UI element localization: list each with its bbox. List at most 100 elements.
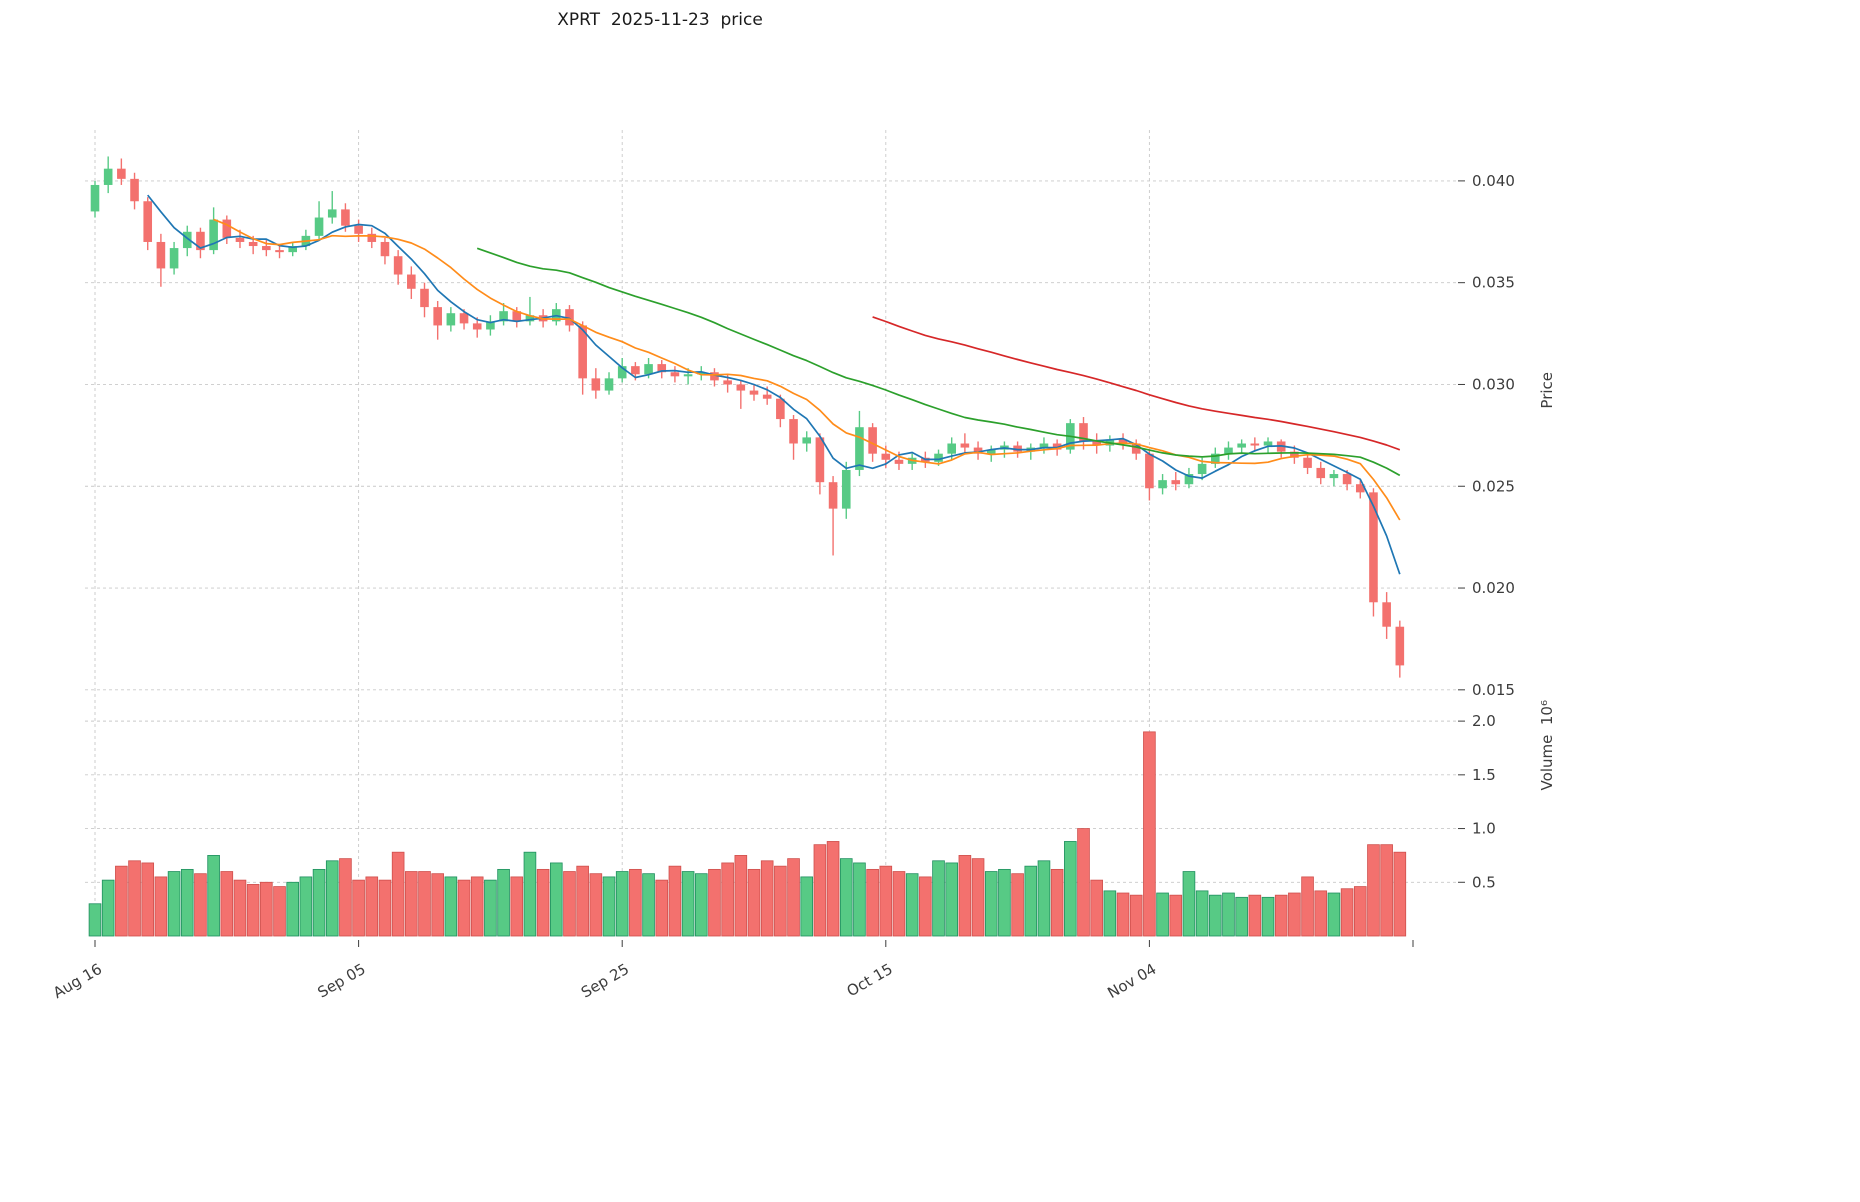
candle-body — [670, 372, 680, 377]
candle-body — [472, 323, 482, 330]
candle-body — [828, 482, 838, 509]
volume-bar — [734, 855, 748, 937]
price-tick-label: 0.015 — [1472, 681, 1515, 699]
candle-body — [960, 443, 970, 448]
volume-bar — [681, 871, 695, 937]
volume-bar — [774, 865, 787, 937]
x-tick-label: Sep 25 — [578, 960, 632, 1002]
volume-bar — [1182, 871, 1196, 937]
volume-bar — [194, 873, 207, 937]
volume-bar — [629, 868, 642, 937]
candle-body — [565, 309, 574, 326]
volume-bar — [747, 868, 761, 937]
ma-line-sma5 — [147, 194, 1401, 575]
candle-body — [617, 366, 627, 379]
volume-bar — [510, 876, 524, 937]
volume-bar — [550, 862, 563, 937]
x-axis: Aug 16 Sep 05 Sep 25 Oct 15 Nov 04 — [50, 940, 1414, 1002]
volume-bar — [958, 855, 972, 937]
volume-bar — [1353, 886, 1367, 937]
candle-body — [723, 380, 732, 385]
volume-bar — [497, 868, 510, 937]
candle-body — [657, 364, 667, 373]
volume-bar — [1090, 879, 1103, 937]
volume-bar — [1011, 873, 1024, 937]
volume-bar — [998, 868, 1011, 937]
volume-bar — [1143, 731, 1156, 937]
volume-bar — [233, 879, 247, 937]
candle-body — [591, 378, 601, 391]
candle-body — [1197, 463, 1207, 475]
volume-bar — [1314, 890, 1328, 937]
candle-body — [1329, 474, 1339, 479]
volume-bar — [431, 873, 444, 937]
candles — [90, 156, 1405, 678]
price-tick-label: 0.040 — [1472, 172, 1515, 190]
candle-body — [156, 241, 166, 269]
volume-bar — [115, 865, 128, 937]
volume-bar — [1037, 860, 1051, 937]
candle-body — [499, 311, 508, 322]
candle-body — [1250, 443, 1260, 446]
volume-bar — [945, 862, 958, 937]
volume-bar — [892, 871, 906, 937]
candle-body — [143, 201, 153, 242]
candle-body — [947, 443, 956, 454]
volume-bar — [418, 871, 431, 937]
volume-bar — [615, 871, 629, 937]
volume-bar — [642, 873, 655, 937]
candle-body — [512, 311, 522, 322]
candle-body — [248, 241, 258, 247]
candle-body — [288, 246, 297, 253]
candle-body — [446, 313, 456, 326]
candle-body — [683, 374, 693, 377]
volume-bar — [721, 862, 734, 937]
volume-bar — [1195, 890, 1209, 937]
volume-bar — [602, 876, 616, 937]
candle-body — [354, 225, 363, 234]
candle-body — [459, 313, 469, 324]
volume-bar — [1116, 892, 1130, 937]
volume-bar — [444, 876, 458, 937]
price-tick-label: 0.020 — [1472, 579, 1515, 597]
x-tick-label: Oct 15 — [844, 960, 896, 1000]
candle-body — [1092, 441, 1101, 446]
volume-bar — [879, 865, 893, 937]
candle-body — [986, 449, 996, 454]
candle-body — [1237, 443, 1246, 448]
volume-bar — [154, 876, 168, 937]
volume-bar — [826, 841, 840, 937]
volume-bar — [286, 881, 299, 937]
volume-bar — [1024, 865, 1038, 937]
volume-tick-label: 2.0 — [1472, 712, 1496, 730]
candle-body — [1013, 445, 1022, 452]
ma-line-sma60 — [872, 316, 1401, 451]
candle-body — [525, 315, 535, 322]
volume-bar — [839, 858, 853, 937]
volume-bar — [1169, 894, 1183, 937]
candle-body — [1039, 443, 1049, 448]
candle-body — [1224, 447, 1233, 454]
candle-body — [182, 231, 192, 249]
volume-bar — [853, 862, 866, 937]
candle-body — [1395, 626, 1405, 666]
candle-body — [815, 437, 825, 483]
candle-body — [1145, 453, 1154, 489]
candle-body — [1052, 443, 1062, 450]
volume-bar — [932, 860, 945, 937]
candle-body — [868, 427, 877, 454]
candle-body — [1369, 492, 1378, 603]
candle-body — [1303, 457, 1312, 468]
ma-lines — [147, 194, 1401, 575]
candle-body — [881, 453, 891, 460]
candle-body — [1118, 439, 1128, 444]
candle-body — [1079, 423, 1088, 442]
volume-bar — [273, 886, 286, 937]
volume-bar — [325, 860, 339, 937]
candle-body — [433, 307, 442, 326]
candle-body — [1263, 441, 1273, 446]
candle-body — [1131, 443, 1141, 454]
volume-bar — [299, 876, 313, 937]
volume-bar — [984, 871, 998, 937]
